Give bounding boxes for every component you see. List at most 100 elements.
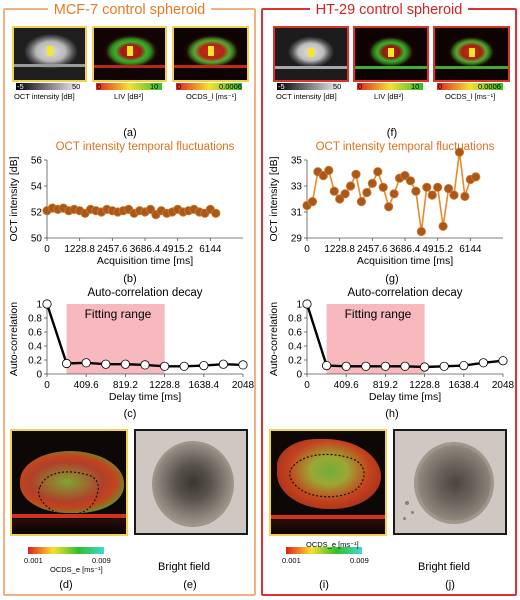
chart-b-xtick-label: 1228.8 — [64, 244, 95, 255]
mcf7-ocds-e-colorbar-label: OCDS_e [ms⁻¹] — [50, 565, 103, 574]
chart-g-point — [329, 186, 339, 196]
chart-c-point — [179, 361, 189, 371]
caption-j: (j) — [445, 579, 455, 591]
chart-c-ytick-label: 0.8 — [28, 314, 42, 325]
chart-b-ytick-label: 54 — [31, 182, 43, 193]
chart-h-point — [341, 361, 351, 371]
ht29-oct-colorbar-min: -5 — [278, 82, 285, 91]
chart-c-xtick-label: 409.6 — [74, 380, 99, 391]
chart-g-point — [438, 221, 448, 231]
chart-g-point — [324, 165, 334, 176]
chart-g-ylabel: OCT intensity [dB] — [268, 156, 280, 241]
chart-b-ytick-label: 50 — [31, 234, 43, 245]
chart-c-point — [238, 360, 248, 370]
chart-h-ytick-label: 0.4 — [288, 342, 302, 353]
chart-h-point — [380, 361, 391, 371]
chart-c-xtick-label: 1228.8 — [149, 380, 180, 391]
mcf7-panel: MCF-7 control spheroid — [3, 2, 256, 596]
mcf7-bright-field-image — [134, 429, 248, 535]
chart-h-point — [420, 362, 430, 372]
chart-g-point — [460, 191, 470, 202]
chart-h-point — [459, 361, 469, 371]
chart-h-ylabel: Auto-correlation — [268, 302, 280, 376]
mcf7-liv-colorbar-min: 0 — [97, 82, 102, 91]
chart-h-xtick-label: 0 — [304, 380, 310, 391]
chart-h-xtick-label: 2048 — [492, 380, 515, 391]
chart-b-ylabel: OCT intensity [dB] — [8, 156, 20, 241]
chart-c-ytick-label: 0.4 — [28, 342, 42, 353]
chart-c-xtick-label: 1638.4 — [189, 380, 220, 391]
chart-g-xlabel: Acquisition time [ms] — [357, 255, 453, 267]
chart-h-xlabel: Delay time [ms] — [369, 391, 441, 403]
mcf7-liv-colorbar — [96, 83, 162, 90]
ht29-core-outline — [289, 453, 365, 498]
ht29-liv-colorbar-label: LIV [dB²] — [374, 92, 404, 101]
chart-c-point — [61, 358, 72, 369]
chart-h-ytick-label: 1 — [296, 300, 302, 311]
chart-b-xtick-label: 3686.4 — [130, 244, 161, 255]
chart-h-point — [478, 358, 488, 368]
chart-c-xtick-label: 2048 — [232, 380, 255, 391]
mcf7-oct-colorbar-label: OCT intensity [dB] — [14, 92, 75, 101]
chart-b-xlabel: Acquisition time [ms] — [97, 255, 193, 267]
mcf7-oct-intensity-image — [12, 26, 87, 82]
ht29-panel-title: HT-29 control spheroid — [309, 2, 469, 18]
chart-g-point — [307, 196, 318, 207]
chart-h-point — [302, 299, 312, 309]
chart-g-point — [367, 178, 377, 189]
caption-i: (i) — [319, 579, 329, 591]
ht29-ocds-e-colorbar-min: 0.001 — [282, 556, 301, 565]
chart-g-xtick-label: 1228.8 — [324, 244, 355, 255]
mcf7-core-outline — [38, 471, 99, 516]
chart-c-ytick-label: 1 — [36, 300, 42, 311]
chart-c-annotation: Fitting range — [85, 307, 152, 321]
ht29-oct-colorbar-label: OCT intensity [dB] — [276, 92, 337, 101]
chart-h-xtick-label: 409.6 — [334, 380, 359, 391]
chart-g-point — [384, 202, 394, 212]
chart-c-xtick-label: 0 — [44, 380, 50, 391]
chart-g-xtick-label: 4915.2 — [422, 244, 453, 255]
chart-h-point — [498, 356, 508, 366]
mcf7-ocds-l-colorbar-max: 0.0006 — [219, 82, 242, 91]
chart-g-point — [356, 196, 367, 207]
caption-d: (d) — [59, 579, 73, 591]
chart-g-xtick-label: 3686.4 — [390, 244, 421, 255]
chart-h-ytick-label: 0.8 — [288, 314, 302, 325]
chart-g-point — [471, 172, 481, 182]
chart-b-xtick-label: 6144 — [199, 244, 222, 255]
chart-b-intensity-fluctuation: OCT intensity temporal fluctuations 50 52 5… — [8, 141, 243, 267]
chart-g-title: OCT intensity temporal fluctuations — [316, 141, 495, 153]
chart-b-xtick-label: 0 — [44, 244, 50, 255]
chart-c-xlabel: Delay time [ms] — [109, 391, 181, 403]
chart-g-ytick-label: 35 — [291, 156, 303, 167]
chart-g-point — [389, 189, 399, 199]
mcf7-ocds-l-colorbar-label: OCDS_l [ms⁻¹] — [186, 92, 237, 101]
chart-g-point — [351, 169, 361, 179]
ht29-ocds-l-colorbar-max: 0.0006 — [478, 82, 501, 91]
chart-c-ytick-label: 0.2 — [28, 356, 42, 367]
mcf7-ocds-e-colorbar — [28, 547, 104, 554]
ht29-oct-colorbar-max: 50 — [333, 82, 342, 91]
chart-g-point — [449, 190, 459, 200]
ht29-ocds-e-large-image — [269, 429, 387, 536]
mcf7-liv-image — [92, 26, 167, 82]
chart-g-intensity-fluctuation: OCT intensity temporal fluctuations 29 31 3… — [268, 141, 503, 267]
ht29-oct-intensity-image — [273, 26, 349, 82]
chart-g-point — [345, 181, 356, 191]
mcf7-panel-title: MCF-7 control spheroid — [47, 2, 212, 18]
ht29-ocds-e-colorbar-max: 0.009 — [350, 556, 369, 565]
chart-g-point — [373, 167, 383, 177]
ht29-liv-image — [353, 26, 429, 82]
chart-b-xtick-label: 4915.2 — [162, 244, 193, 255]
mcf7-ocds-e-colorbar-max: 0.009 — [92, 556, 111, 565]
chart-h-autocorrelation: Auto-correlation decay Fitting range 0 0.2 0… — [268, 287, 515, 403]
chart-g-point — [340, 189, 350, 199]
chart-h-fitting-range — [326, 304, 425, 374]
chart-g-point — [454, 147, 465, 157]
mcf7-liv-colorbar-label: LIV [dB²] — [114, 92, 144, 101]
caption-h: (h) — [385, 408, 399, 420]
chart-g-ytick-label: 31 — [291, 208, 303, 219]
chart-g-ytick-label: 29 — [291, 234, 303, 245]
caption-f: (f) — [386, 127, 398, 139]
chart-c-point — [120, 359, 131, 369]
